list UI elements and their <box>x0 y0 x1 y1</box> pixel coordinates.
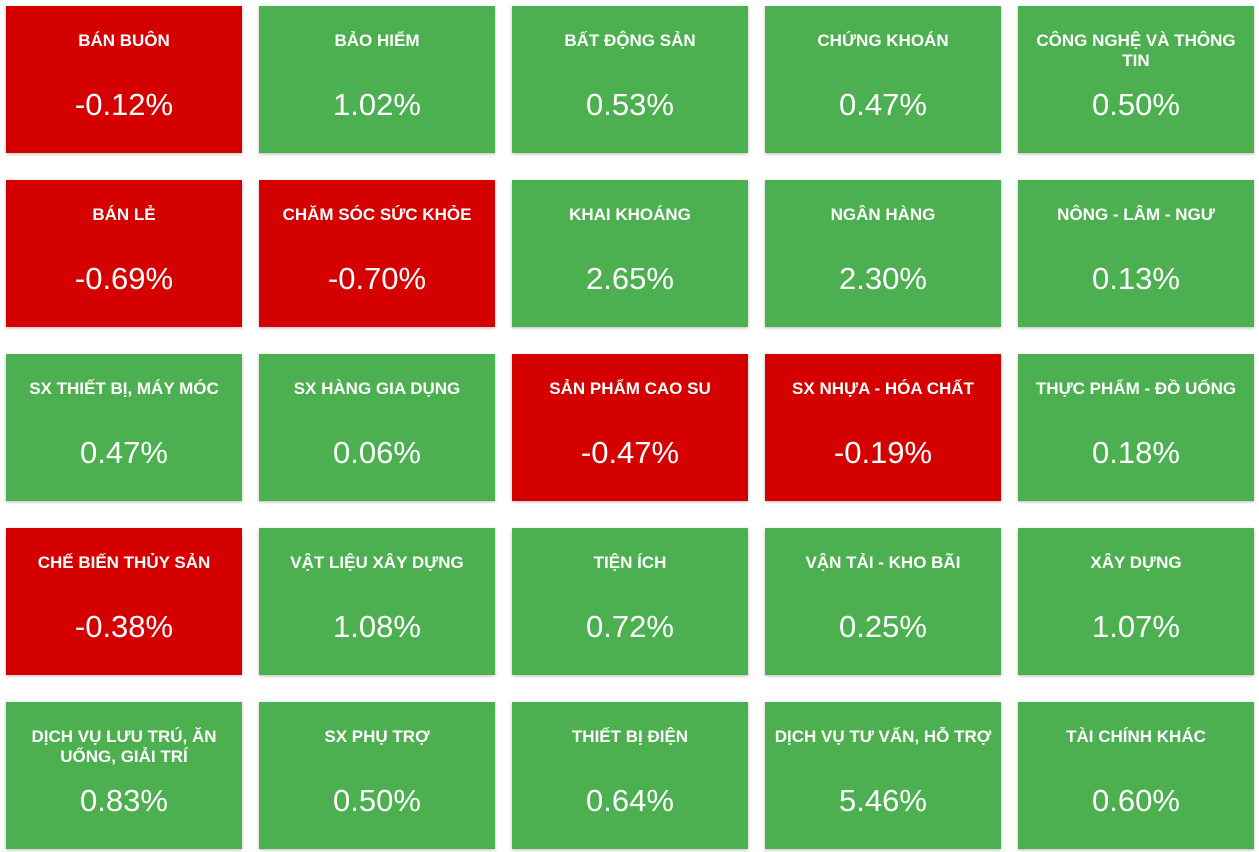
sector-change: 0.83% <box>80 783 168 818</box>
sector-name: NÔNG - LÂM - NGƯ <box>1057 205 1215 224</box>
sector-name: THIẾT BỊ ĐIỆN <box>571 727 689 746</box>
sector-name: CÔNG NGHỆ VÀ THÔNG TIN <box>1036 31 1236 70</box>
sector-change: 2.65% <box>586 261 674 296</box>
sector-name: SX THIẾT BỊ, MÁY MÓC <box>29 379 219 398</box>
sector-change: 5.46% <box>839 783 927 818</box>
sector-tile[interactable]: DỊCH VỤ TƯ VẤN, HỖ TRỢ 5.46% <box>765 702 1001 849</box>
sector-name: DỊCH VỤ TƯ VẤN, HỖ TRỢ <box>774 727 992 746</box>
sector-tile[interactable]: KHAI KHOÁNG 2.65% <box>512 180 748 327</box>
sector-tile[interactable]: SX NHỰA - HÓA CHẤT -0.19% <box>765 354 1001 501</box>
sector-change: 0.72% <box>586 609 674 644</box>
sector-tile[interactable]: BÁN LẺ -0.69% <box>6 180 242 327</box>
sector-change: 1.08% <box>333 609 421 644</box>
sector-name: BẢO HIỂM <box>334 31 420 50</box>
sector-name: THỰC PHẨM - ĐỒ UỐNG <box>1035 379 1237 398</box>
sector-change: 1.07% <box>1092 609 1180 644</box>
sector-name: NGÂN HÀNG <box>830 205 936 224</box>
sector-name: TIỆN ÍCH <box>593 553 667 572</box>
sector-tile[interactable]: SX PHỤ TRỢ 0.50% <box>259 702 495 849</box>
sector-tile[interactable]: XÂY DỰNG 1.07% <box>1018 528 1254 675</box>
sector-tile[interactable]: THỰC PHẨM - ĐỒ UỐNG 0.18% <box>1018 354 1254 501</box>
sector-change: 0.13% <box>1092 261 1180 296</box>
sector-grid: BÁN BUÔN -0.12% BẢO HIỂM 1.02% BẤT ĐỘNG SẢ… <box>6 6 1254 849</box>
sector-change: 0.53% <box>586 87 674 122</box>
sector-tile[interactable]: TÀI CHÍNH KHÁC 0.60% <box>1018 702 1254 849</box>
sector-name: XÂY DỰNG <box>1090 553 1182 572</box>
sector-change: 0.47% <box>839 87 927 122</box>
sector-tile[interactable]: BẢO HIỂM 1.02% <box>259 6 495 153</box>
sector-change: -0.69% <box>74 261 174 296</box>
sector-change: -0.38% <box>74 609 174 644</box>
sector-change: -0.70% <box>327 261 427 296</box>
sector-name: SX HÀNG GIA DỤNG <box>293 379 461 398</box>
sector-tile[interactable]: CHỨNG KHOÁN 0.47% <box>765 6 1001 153</box>
sector-tile[interactable]: CÔNG NGHỆ VÀ THÔNG TIN 0.50% <box>1018 6 1254 153</box>
sector-change: 0.25% <box>839 609 927 644</box>
sector-tile[interactable]: THIẾT BỊ ĐIỆN 0.64% <box>512 702 748 849</box>
sector-change: -0.19% <box>833 435 933 470</box>
sector-tile[interactable]: BẤT ĐỘNG SẢN 0.53% <box>512 6 748 153</box>
sector-change: 0.50% <box>333 783 421 818</box>
sector-change: 1.02% <box>333 87 421 122</box>
sector-name: BẤT ĐỘNG SẢN <box>564 31 696 50</box>
sector-tile[interactable]: NGÂN HÀNG 2.30% <box>765 180 1001 327</box>
sector-name: BÁN BUÔN <box>78 31 170 50</box>
sector-change: -0.47% <box>580 435 680 470</box>
sector-tile[interactable]: SẢN PHẨM CAO SU -0.47% <box>512 354 748 501</box>
sector-name: SX PHỤ TRỢ <box>324 727 430 746</box>
sector-tile[interactable]: VẬT LIỆU XÂY DỰNG 1.08% <box>259 528 495 675</box>
sector-name: BÁN LẺ <box>92 205 156 224</box>
sector-change: 0.50% <box>1092 87 1180 122</box>
sector-name: SẢN PHẨM CAO SU <box>549 379 711 398</box>
sector-tile[interactable]: SX THIẾT BỊ, MÁY MÓC 0.47% <box>6 354 242 501</box>
sector-change: 0.60% <box>1092 783 1180 818</box>
sector-tile[interactable]: BÁN BUÔN -0.12% <box>6 6 242 153</box>
sector-tile[interactable]: VẬN TẢI - KHO BÃI 0.25% <box>765 528 1001 675</box>
sector-name: SX NHỰA - HÓA CHẤT <box>792 379 974 398</box>
sector-name: VẬN TẢI - KHO BÃI <box>805 553 961 572</box>
sector-change: 2.30% <box>839 261 927 296</box>
sector-tile[interactable]: CHẾ BIẾN THỦY SẢN -0.38% <box>6 528 242 675</box>
sector-change: 0.64% <box>586 783 674 818</box>
sector-name: CHỨNG KHOÁN <box>817 31 949 50</box>
sector-tile[interactable]: TIỆN ÍCH 0.72% <box>512 528 748 675</box>
sector-tile[interactable]: SX HÀNG GIA DỤNG 0.06% <box>259 354 495 501</box>
sector-name: DỊCH VỤ LƯU TRÚ, ĂN UỐNG, GIẢI TRÍ <box>31 727 217 766</box>
sector-name: CHẾ BIẾN THỦY SẢN <box>37 553 211 572</box>
sector-name: VẬT LIỆU XÂY DỰNG <box>290 553 464 572</box>
sector-change: 0.06% <box>333 435 421 470</box>
sector-change: 0.47% <box>80 435 168 470</box>
sector-name: TÀI CHÍNH KHÁC <box>1066 727 1206 746</box>
sector-tile[interactable]: NÔNG - LÂM - NGƯ 0.13% <box>1018 180 1254 327</box>
sector-name: KHAI KHOÁNG <box>569 205 691 224</box>
sector-tile[interactable]: DỊCH VỤ LƯU TRÚ, ĂN UỐNG, GIẢI TRÍ 0.83% <box>6 702 242 849</box>
sector-change: 0.18% <box>1092 435 1180 470</box>
sector-change: -0.12% <box>74 87 174 122</box>
sector-name: CHĂM SÓC SỨC KHỎE <box>282 205 472 224</box>
sector-tile[interactable]: CHĂM SÓC SỨC KHỎE -0.70% <box>259 180 495 327</box>
